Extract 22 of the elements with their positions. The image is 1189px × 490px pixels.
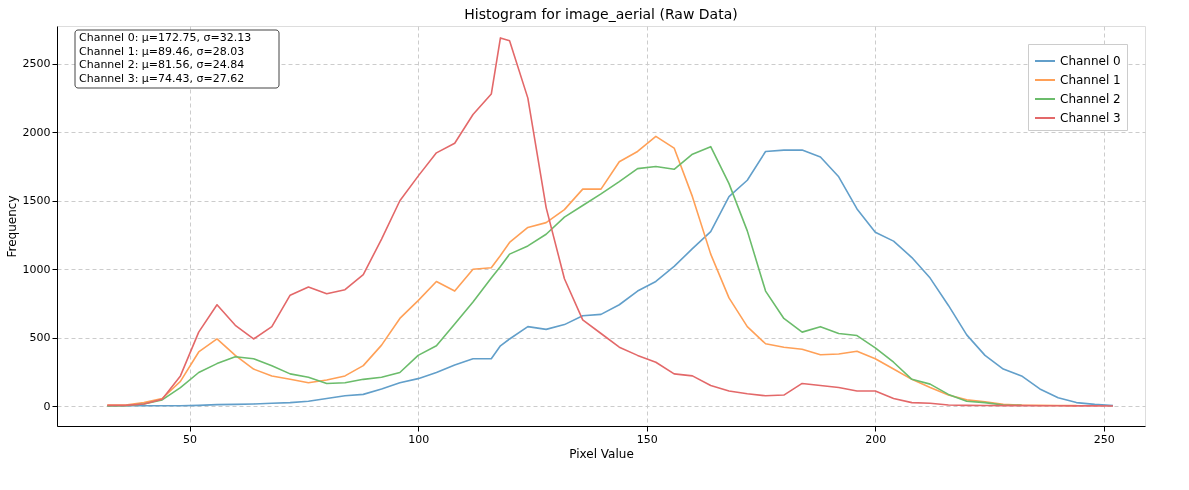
x-tick-label: 50 bbox=[183, 432, 198, 446]
legend-label: Channel 1 bbox=[1060, 73, 1121, 87]
y-tick-label: 2500 bbox=[22, 57, 51, 71]
legend-label: Channel 2 bbox=[1060, 92, 1121, 106]
annotation: Channel 1: μ=89.46, σ=28.03 bbox=[79, 44, 245, 58]
y-tick-label: 0 bbox=[43, 399, 51, 413]
x-tick-label: 100 bbox=[408, 432, 430, 446]
annotation: Channel 2: μ=81.56, σ=24.84 bbox=[79, 58, 245, 71]
x-axis-title: Pixel Value bbox=[569, 446, 634, 461]
legend-label: Channel 0 bbox=[1060, 54, 1121, 68]
annotation: Channel 0: μ=172.75, σ=32.13 bbox=[79, 31, 252, 44]
y-tick-label: 1500 bbox=[22, 194, 51, 208]
y-tick-label: 500 bbox=[29, 331, 51, 345]
annotation: Channel 3: μ=74.43, σ=27.62 bbox=[79, 71, 245, 85]
y-tick-label: 2000 bbox=[22, 125, 51, 139]
legend-label: Channel 3 bbox=[1060, 111, 1121, 125]
y-axis-title: Frequency bbox=[4, 195, 19, 258]
chart-title: Histogram for image_aerial (Raw Data) bbox=[464, 6, 738, 22]
x-tick-label: 250 bbox=[1093, 432, 1115, 446]
x-tick-label: 200 bbox=[865, 432, 887, 446]
x-tick-label: 150 bbox=[636, 432, 658, 446]
y-tick-label: 1000 bbox=[22, 262, 51, 276]
